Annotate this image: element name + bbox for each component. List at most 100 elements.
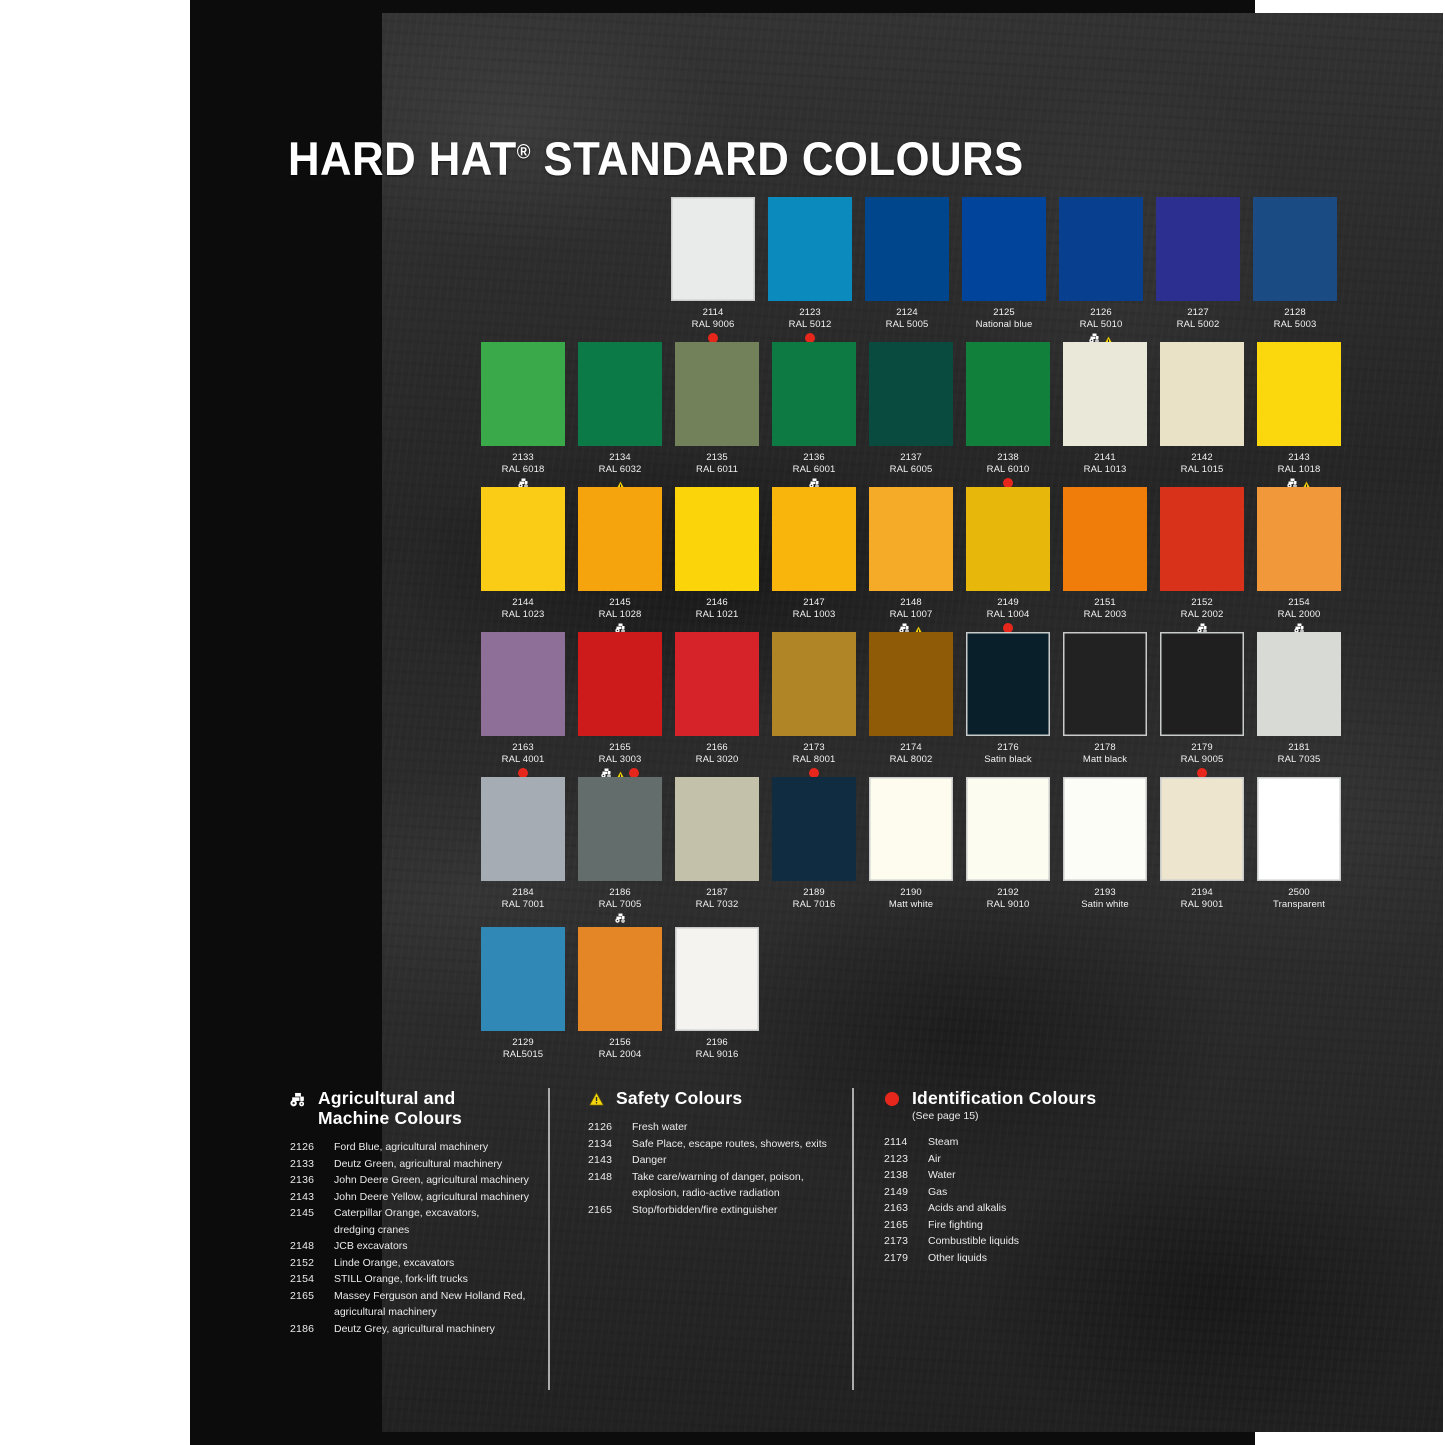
colour-swatch-cell[interactable]: 2176 Satin black [966,632,1050,779]
colour-swatch-cell[interactable]: 2148 RAL 1007 [869,487,953,636]
colour-swatch-cell[interactable]: 2184 RAL 7001 [481,777,565,924]
colour-swatch[interactable] [966,342,1050,446]
colour-swatch-cell[interactable]: 2179 RAL 9005 [1160,632,1244,779]
colour-swatch[interactable] [1160,777,1244,881]
colour-swatch-cell[interactable]: 2136 RAL 6001 [772,342,856,489]
colour-swatch-cell[interactable]: 2151 RAL 2003 [1063,487,1147,634]
colour-swatch-cell[interactable]: 2138 RAL 6010 [966,342,1050,489]
colour-swatch[interactable] [772,342,856,446]
colour-swatch[interactable] [772,777,856,881]
colour-swatch[interactable] [768,197,852,301]
colour-swatch-cell[interactable]: 2128 RAL 5003 [1253,197,1337,344]
colour-swatch-cell[interactable]: 2125 National blue [962,197,1046,344]
colour-swatch[interactable] [578,777,662,881]
legend-entry-text: Take care/warning of danger, poison, [632,1170,804,1183]
colour-swatch[interactable] [1253,197,1337,301]
colour-swatch-cell[interactable]: 2187 RAL 7032 [675,777,759,924]
colour-swatch-cell[interactable]: 2154 RAL 2000 [1257,487,1341,634]
swatch-name: RAL 6001 [792,463,836,475]
colour-swatch[interactable] [1257,487,1341,591]
colour-swatch-cell[interactable]: 2147 RAL 1003 [772,487,856,634]
colour-swatch[interactable] [1257,342,1341,446]
colour-swatch[interactable] [772,632,856,736]
colour-swatch[interactable] [1063,487,1147,591]
colour-swatch-cell[interactable]: 2137 RAL 6005 [869,342,953,489]
colour-swatch-cell[interactable]: 2123 RAL 5012 [768,197,852,344]
colour-swatch[interactable] [481,777,565,881]
colour-swatch-cell[interactable]: 2163 RAL 4001 [481,632,565,779]
colour-swatch[interactable] [578,487,662,591]
colour-swatch[interactable] [1063,342,1147,446]
colour-swatch-cell[interactable]: 2143 RAL 1018 [1257,342,1341,491]
colour-swatch[interactable] [1160,342,1244,446]
colour-swatch[interactable] [966,487,1050,591]
colour-swatch[interactable] [869,487,953,591]
colour-swatch[interactable] [869,342,953,446]
colour-swatch[interactable] [966,777,1050,881]
colour-swatch-cell[interactable]: 2141 RAL 1013 [1063,342,1147,489]
colour-swatch-cell[interactable]: 2196 RAL 9016 [675,927,759,1074]
colour-swatch[interactable] [675,927,759,1031]
colour-swatch[interactable] [675,777,759,881]
colour-swatch[interactable] [962,197,1046,301]
colour-swatch-cell[interactable]: 2127 RAL 5002 [1156,197,1240,344]
swatch-name: RAL 6005 [889,463,933,475]
colour-swatch-cell[interactable]: 2193 Satin white [1063,777,1147,924]
colour-swatch[interactable] [1160,632,1244,736]
colour-swatch[interactable] [671,197,755,301]
colour-swatch-cell[interactable]: 2152 RAL 2002 [1160,487,1244,634]
colour-swatch[interactable] [869,632,953,736]
colour-swatch[interactable] [578,927,662,1031]
legend-entry-code: 2165 [290,1289,315,1302]
colour-swatch[interactable] [1063,632,1147,736]
colour-swatch[interactable] [578,342,662,446]
colour-swatch-cell[interactable]: 2156 RAL 2004 [578,927,662,1074]
colour-swatch-cell[interactable]: 2194 RAL 9001 [1160,777,1244,924]
colour-swatch-cell[interactable]: 2165 RAL 3003 [578,632,662,781]
colour-swatch-cell[interactable]: 2190 Matt white [869,777,953,924]
colour-swatch[interactable] [1063,777,1147,881]
colour-swatch-cell[interactable]: 2126 RAL 5010 [1059,197,1143,346]
colour-swatch-cell[interactable]: 2129 RAL5015 [481,927,565,1074]
colour-swatch-cell[interactable]: 2174 RAL 8002 [869,632,953,779]
colour-swatch-cell[interactable]: 2173 RAL 8001 [772,632,856,779]
swatch-code: 2147 [803,597,825,608]
colour-swatch-cell[interactable]: 2124 RAL 5005 [865,197,949,344]
colour-swatch-cell[interactable]: 2192 RAL 9010 [966,777,1050,924]
colour-swatch-cell[interactable]: 2178 Matt black [1063,632,1147,779]
colour-swatch-cell[interactable]: 2149 RAL 1004 [966,487,1050,634]
legend-entry: 2152 Linde Orange, excavators [290,1255,540,1272]
colour-swatch[interactable] [865,197,949,301]
colour-swatch[interactable] [578,632,662,736]
colour-swatch-cell[interactable]: 2189 RAL 7016 [772,777,856,924]
colour-swatch-cell[interactable]: 2166 RAL 3020 [675,632,759,779]
colour-swatch[interactable] [1257,777,1341,881]
colour-swatch[interactable] [675,342,759,446]
colour-swatch-cell[interactable]: 2142 RAL 1015 [1160,342,1244,489]
colour-swatch[interactable] [1156,197,1240,301]
colour-swatch[interactable] [675,632,759,736]
colour-swatch[interactable] [772,487,856,591]
colour-swatch-cell[interactable]: 2500 Transparent [1257,777,1341,924]
colour-swatch-cell[interactable]: 2134 RAL 6032 [578,342,662,491]
colour-swatch[interactable] [1059,197,1143,301]
colour-swatch[interactable] [1160,487,1244,591]
colour-swatch[interactable] [481,342,565,446]
colour-swatch[interactable] [675,487,759,591]
colour-swatch-cell[interactable]: 2146 RAL 1021 [675,487,759,634]
colour-swatch[interactable] [481,927,565,1031]
colour-swatch[interactable] [869,777,953,881]
colour-swatch-cell[interactable]: 2145 RAL 1028 [578,487,662,634]
colour-swatch-cell[interactable]: 2135 RAL 6011 [675,342,759,489]
colour-swatch[interactable] [1257,632,1341,736]
swatch-code: 2196 [706,1037,728,1048]
colour-swatch-cell[interactable]: 2181 RAL 7035 [1257,632,1341,779]
colour-swatch[interactable] [481,487,565,591]
colour-swatch[interactable] [966,632,1050,736]
colour-swatch-cell[interactable]: 2144 RAL 1023 [481,487,565,634]
colour-swatch-cell[interactable]: 2114 RAL 9006 [671,197,755,344]
colour-swatch[interactable] [481,632,565,736]
colour-swatch-cell[interactable]: 2133 RAL 6018 [481,342,565,489]
legend-entry-code: 2152 [290,1256,315,1269]
colour-swatch-cell[interactable]: 2186 RAL 7005 [578,777,662,924]
